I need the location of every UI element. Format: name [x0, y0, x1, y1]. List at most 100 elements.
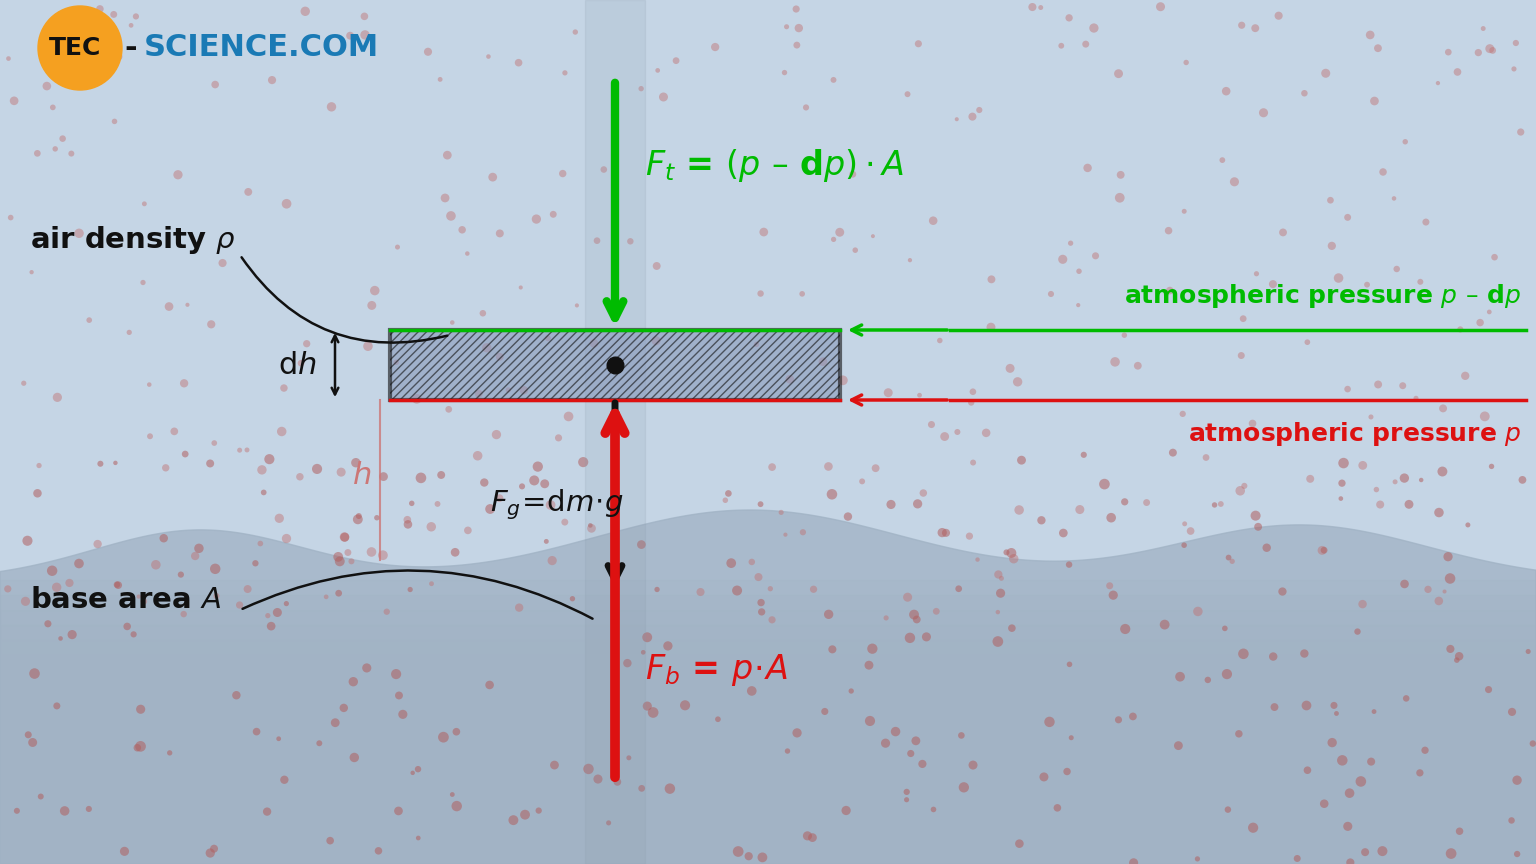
- Point: [800, 830, 825, 844]
- Point: [986, 568, 1011, 581]
- Point: [416, 45, 441, 59]
- Point: [960, 758, 985, 772]
- Point: [327, 555, 352, 569]
- Point: [174, 448, 198, 461]
- Point: [542, 758, 567, 772]
- Point: [478, 678, 502, 692]
- Point: [198, 456, 223, 470]
- Point: [1167, 670, 1192, 683]
- Point: [1471, 22, 1496, 35]
- Point: [338, 29, 362, 42]
- Point: [746, 570, 771, 584]
- Point: [1074, 37, 1098, 51]
- Point: [802, 582, 826, 596]
- Point: [902, 607, 926, 621]
- Point: [1101, 588, 1126, 602]
- Point: [860, 229, 885, 243]
- Point: [905, 613, 929, 626]
- Point: [439, 209, 464, 223]
- Point: [359, 545, 384, 559]
- Point: [925, 605, 949, 619]
- Point: [1055, 765, 1080, 778]
- Point: [911, 757, 935, 771]
- Point: [387, 689, 412, 702]
- Point: [616, 751, 641, 765]
- Point: [88, 457, 112, 471]
- Point: [439, 315, 464, 329]
- Point: [237, 185, 261, 199]
- Point: [143, 558, 167, 572]
- Bar: [585, 0, 645, 864]
- Point: [1263, 700, 1287, 714]
- Point: [260, 619, 284, 633]
- Point: [932, 429, 957, 443]
- Text: $\mathrm{d}h$: $\mathrm{d}h$: [278, 351, 316, 379]
- Point: [1174, 55, 1198, 69]
- Point: [1516, 645, 1536, 658]
- Point: [1508, 125, 1533, 139]
- Point: [1393, 691, 1418, 705]
- Point: [252, 486, 276, 499]
- Point: [630, 781, 654, 795]
- Point: [874, 736, 899, 750]
- Point: [739, 555, 763, 569]
- Point: [399, 497, 424, 511]
- Point: [45, 581, 69, 594]
- Point: [183, 550, 207, 563]
- Point: [384, 355, 409, 369]
- Point: [1058, 236, 1083, 250]
- Point: [169, 568, 194, 581]
- Point: [481, 170, 505, 184]
- Point: [476, 49, 501, 63]
- Point: [876, 386, 900, 400]
- Point: [275, 531, 300, 545]
- Point: [527, 804, 551, 817]
- Point: [816, 607, 840, 621]
- Point: [1312, 543, 1336, 557]
- Text: base area $A$: base area $A$: [31, 586, 221, 614]
- Point: [1353, 845, 1378, 859]
- Point: [1066, 298, 1091, 312]
- Point: [1295, 763, 1319, 777]
- Point: [783, 2, 808, 16]
- Point: [103, 456, 127, 470]
- Point: [501, 813, 525, 827]
- Point: [631, 645, 656, 659]
- Point: [1243, 509, 1267, 523]
- Point: [1430, 465, 1455, 479]
- Point: [444, 799, 468, 813]
- Point: [582, 336, 607, 350]
- Point: [533, 477, 558, 491]
- Point: [384, 667, 409, 681]
- Point: [51, 131, 75, 145]
- Point: [273, 597, 298, 611]
- Point: [719, 556, 743, 570]
- Point: [1312, 797, 1336, 810]
- Point: [565, 298, 590, 312]
- Point: [353, 28, 378, 41]
- Point: [372, 470, 396, 484]
- Point: [958, 396, 983, 410]
- Point: [1355, 277, 1379, 291]
- Point: [894, 793, 919, 807]
- Point: [998, 546, 1023, 560]
- Point: [1001, 552, 1026, 566]
- Point: [1210, 153, 1235, 167]
- Point: [922, 803, 946, 816]
- Point: [1240, 416, 1264, 430]
- Point: [1505, 773, 1530, 787]
- Point: [406, 831, 430, 845]
- Point: [166, 168, 190, 181]
- Point: [467, 387, 492, 401]
- Point: [1359, 755, 1384, 769]
- Point: [1295, 335, 1319, 349]
- Point: [121, 627, 146, 641]
- Point: [989, 571, 1014, 585]
- Point: [617, 234, 642, 248]
- Point: [1106, 713, 1130, 727]
- Point: [235, 582, 260, 596]
- Point: [903, 734, 928, 747]
- Point: [688, 585, 713, 599]
- Text: SCIENCE.COM: SCIENCE.COM: [144, 34, 379, 62]
- Point: [1392, 471, 1416, 485]
